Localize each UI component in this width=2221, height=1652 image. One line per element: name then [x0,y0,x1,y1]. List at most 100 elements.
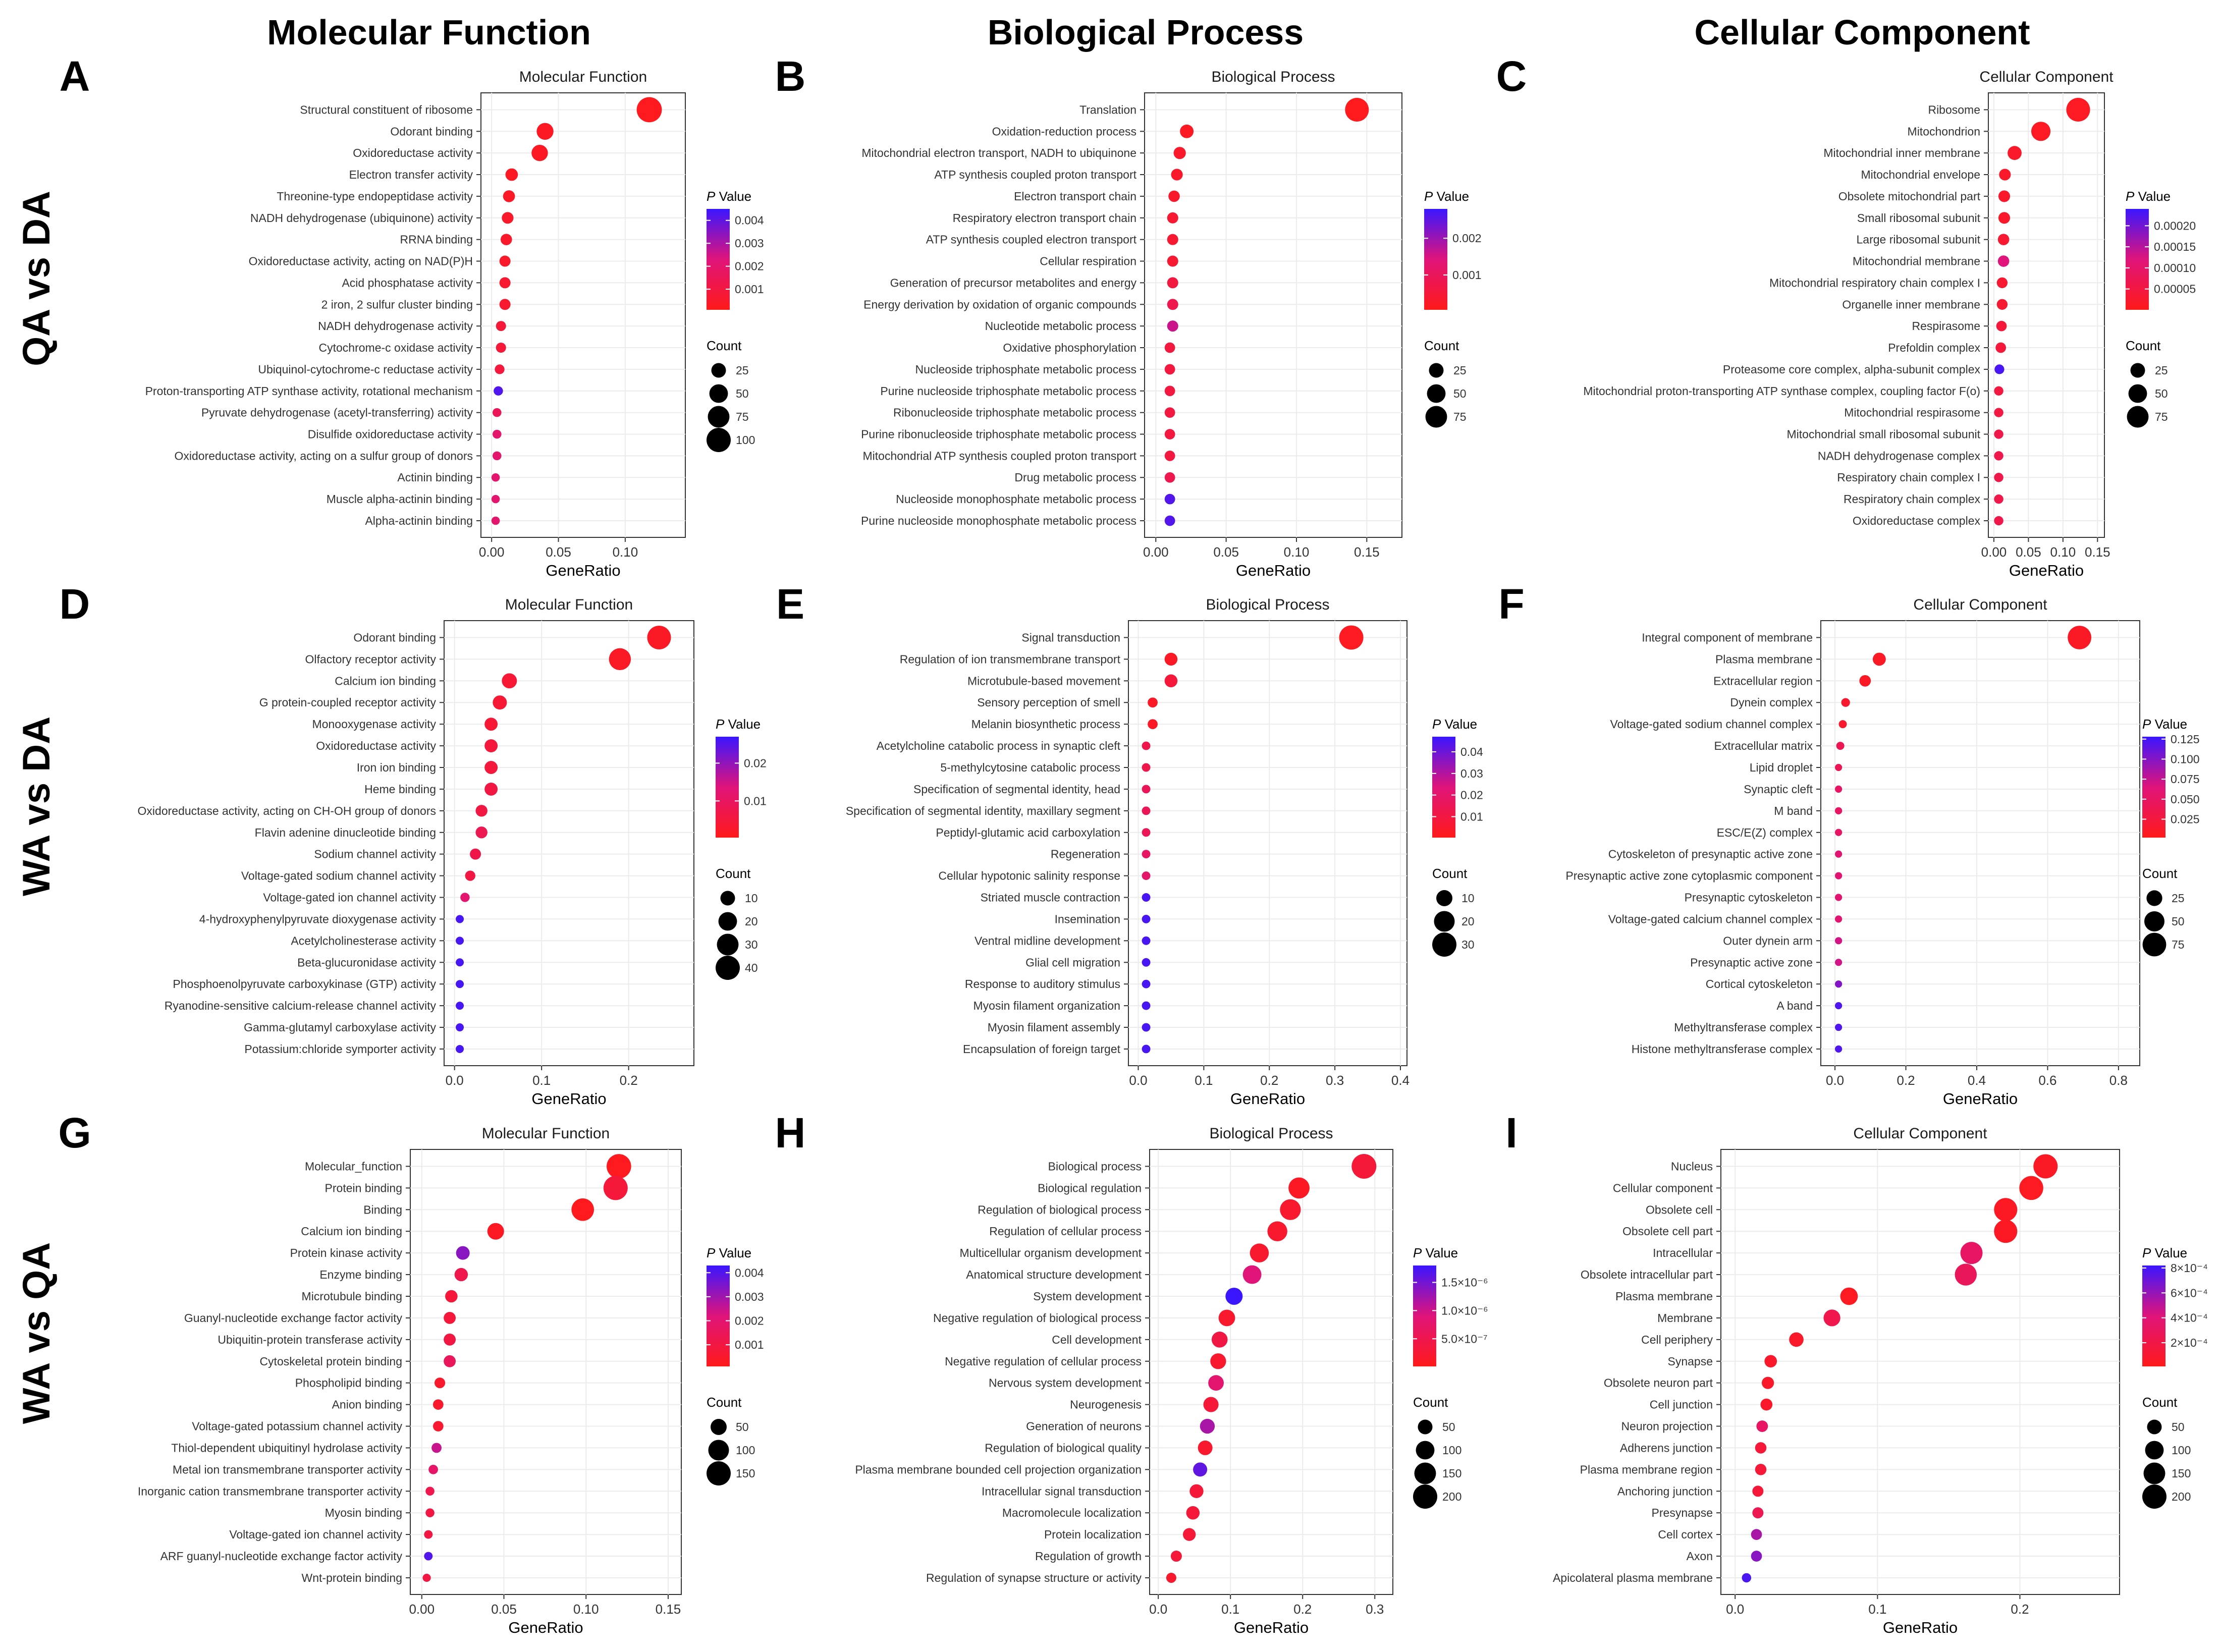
data-point [1211,1332,1228,1348]
panel-g: G Molecular Function 0.00 0.05 0.10 0.15 GeneR… [58,1109,764,1636]
legend-pvalue-title-p: P [707,1245,716,1260]
legend-count-dot [1414,1462,1436,1484]
plot-area [1128,620,1407,1066]
data-point [1764,1355,1777,1368]
term-label: Biological regulation [1038,1181,1142,1194]
term-label: Calcium ion binding [301,1225,402,1238]
x-tick-label: 0.15 [2085,544,2110,560]
term-label: Anatomical structure development [966,1268,1142,1281]
data-point [1995,342,2007,353]
legend-count-label: 200 [2172,1490,2191,1503]
data-point [1841,698,1850,707]
term-label: Apicolateral plasma membrane [1553,1571,1713,1584]
term-label: Peptidyl-glutamic acid carboxylation [936,826,1120,839]
term-label: Sensory perception of smell [977,696,1120,709]
pvalue-colorbar [707,1265,730,1366]
legend-count-dot [711,363,726,378]
x-tick-label: 0.1 [1221,1602,1239,1617]
colorbar-tick-label: 0.00020 [2154,219,2196,232]
colorbar-tick-label: 0.01 [744,794,767,807]
pvalue-colorbar [707,209,730,310]
term-label: Olfactory receptor activity [305,652,437,666]
x-tick-label: 0.10 [1284,544,1310,560]
term-label: Plasma membrane [1715,652,1813,666]
data-point [1142,741,1151,750]
term-label: NADH dehydrogenase activity [318,319,473,333]
panel-letter: H [775,1109,806,1157]
data-point [1142,850,1151,859]
legend-count-dot [717,933,739,956]
data-point [1200,1418,1215,1434]
plot-area [410,1149,682,1595]
data-point [456,1044,464,1053]
data-point [470,848,481,860]
data-point [1994,451,2003,461]
data-point [1167,320,1178,332]
data-point [1840,1287,1858,1305]
legend-pvalue-title-suffix: Value [2134,189,2171,204]
data-point [1148,697,1158,708]
legend-count-dot [1436,890,1452,906]
term-label: Structural constituent of ribosome [300,103,473,116]
data-point [1142,958,1151,967]
term-label: NADH dehydrogenase complex [1818,449,1981,462]
legend-count-label: 50 [2155,387,2168,400]
panel-letter: E [776,580,804,628]
column-header: Cellular Component [1694,13,2030,52]
column-header: Biological Process [988,13,1304,52]
term-label: Actinin binding [397,471,473,484]
data-point [1225,1287,1243,1305]
term-label: Enzyme binding [319,1268,402,1281]
x-tick-label: 0.00 [1143,544,1169,560]
x-tick-label: 0.8 [2109,1073,2128,1088]
panel-title: Cellular Component [1853,1125,1987,1142]
term-label: Phospholipid binding [295,1376,402,1390]
data-point [1339,625,1364,650]
colorbar-tick-label: 1.5×10⁻⁶ [1441,1276,1488,1289]
data-point [1164,342,1175,353]
term-label: Specification of segmental identity, max… [846,804,1121,817]
legend-count-title: Count [1424,338,1459,353]
data-point [1761,1376,1774,1389]
x-tick-label: 0.0 [1149,1602,1167,1617]
term-label: Multicellular organism development [960,1246,1142,1259]
term-label: 4-hydroxyphenylpyruvate dioxygenase acti… [199,912,437,925]
x-tick-label: 0.00 [479,544,505,560]
legend-count-label: 75 [2172,938,2185,951]
legend-count-dot [2146,890,2162,906]
term-label: Microtubule-based movement [967,674,1121,687]
data-point [475,805,487,817]
legend-count-label: 200 [1442,1490,1461,1503]
data-point [456,937,464,945]
data-point [1164,429,1175,439]
x-axis-label: GeneRatio [546,562,620,579]
term-label: Muscle alpha-actinin binding [327,492,473,506]
x-tick-label: 0.2 [2011,1602,2029,1617]
data-point [1994,364,2005,374]
data-point [499,277,511,289]
term-label: Cellular component [1613,1181,1713,1194]
data-point [492,429,502,439]
legend-count-label: 100 [736,1444,755,1457]
colorbar-tick-label: 0.100 [2171,752,2200,765]
term-label: Mitochondrial ATP synthesis coupled prot… [863,449,1137,462]
x-axis-label: GeneRatio [508,1619,583,1636]
data-point [456,915,464,923]
colorbar-tick-label: 0.00005 [2154,283,2196,296]
legend-count-title: Count [1413,1395,1448,1410]
data-point [1167,299,1178,310]
data-point [1142,1001,1151,1010]
column-header: Molecular Function [267,13,591,52]
data-point [503,190,515,202]
term-label: Presynaptic active zone [1690,956,1813,969]
term-label: Obsolete mitochondrial part [1838,190,1981,203]
term-label: Oxidoreductase activity [353,146,473,159]
term-label: Generation of precursor metabolites and … [890,276,1137,289]
data-point [491,494,500,504]
term-label: NADH dehydrogenase (ubiquinone) activity [250,211,473,225]
data-point [1834,785,1843,793]
data-point [1742,1573,1752,1583]
data-point [492,451,502,461]
data-point [1142,893,1151,902]
term-label: Insemination [1055,912,1120,925]
